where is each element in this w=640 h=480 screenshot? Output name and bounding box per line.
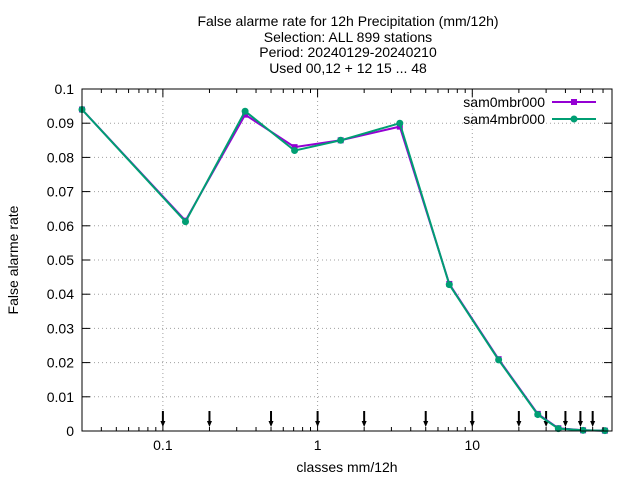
legend-swatch-marker — [570, 115, 578, 123]
y-tick-label: 0.1 — [55, 81, 75, 97]
class-limit-head — [268, 421, 274, 427]
class-limit-head — [423, 421, 429, 427]
class-limit-arrow — [562, 411, 568, 427]
y-tick-label: 0.04 — [47, 286, 74, 302]
data-point-sam4mbr000 — [579, 426, 587, 434]
class-limit-arrow — [543, 411, 549, 427]
class-limit-head — [577, 421, 583, 427]
class-limit-arrow — [268, 411, 274, 427]
data-point-sam4mbr000 — [181, 218, 189, 226]
legend-swatch-marker — [571, 99, 577, 105]
data-point-sam4mbr000 — [554, 425, 562, 433]
title-line-2: Selection: ALL 899 stations — [264, 29, 432, 45]
data-point-sam4mbr000 — [241, 107, 249, 115]
class-limit-arrow — [577, 411, 583, 427]
title-line-4: Used 00,12 + 12 15 ... 48 — [269, 60, 427, 76]
class-limit-arrow — [590, 411, 596, 427]
class-limit-head — [543, 421, 549, 427]
class-limit-arrow — [361, 411, 367, 427]
data-point-sam4mbr000 — [337, 136, 345, 144]
y-tick-label: 0.02 — [47, 355, 74, 371]
grid — [82, 89, 612, 431]
class-limit-head — [516, 421, 522, 427]
title-line-3: Period: 20240129-20240210 — [259, 44, 437, 60]
class-limit-arrow — [423, 411, 429, 427]
y-tick-label: 0.01 — [47, 389, 74, 405]
y-tick-label: 0.06 — [47, 218, 74, 234]
legend-label: sam4mbr000 — [463, 111, 545, 127]
x-axis-label: classes mm/12h — [296, 459, 397, 475]
axis-ticks: 0 0.01 0.02 0.03 0.04 0.05 0.06 0.07 0.08 0.09 0.1… — [47, 81, 612, 453]
y-axis-label: False alarme rate — [5, 205, 21, 314]
y-tick-label: 0.03 — [47, 320, 74, 336]
x-tick-label: 0.1 — [153, 437, 173, 453]
y-tick-label: 0.07 — [47, 184, 74, 200]
y-tick-label: 0.08 — [47, 149, 74, 165]
data-point-sam4mbr000 — [534, 411, 542, 419]
y-tick-label: 0 — [66, 423, 74, 439]
class-limit-markers — [160, 411, 596, 427]
class-limit-head — [361, 421, 367, 427]
class-limit-head — [590, 421, 596, 427]
chart-title: False alarme rate for 12h Precipitation … — [197, 13, 498, 76]
y-tick-label: 0.09 — [47, 115, 74, 131]
data-point-sam4mbr000 — [396, 119, 404, 127]
y-tick-label: 0.05 — [47, 252, 74, 268]
x-tick-label: 1 — [314, 437, 322, 453]
legend-label: sam0mbr000 — [463, 94, 545, 110]
title-line-1: False alarme rate for 12h Precipitation … — [197, 13, 498, 29]
data-point-sam4mbr000 — [495, 356, 503, 364]
series-layer — [78, 106, 609, 435]
data-point-sam4mbr000 — [291, 147, 299, 155]
x-tick-label: 10 — [465, 437, 481, 453]
class-limit-head — [562, 421, 568, 427]
data-point-sam4mbr000 — [445, 281, 453, 289]
class-limit-arrow — [516, 411, 522, 427]
series-line-sam4mbr000 — [81, 108, 605, 432]
class-limit-arrow — [206, 411, 212, 427]
class-limit-head — [206, 421, 212, 427]
